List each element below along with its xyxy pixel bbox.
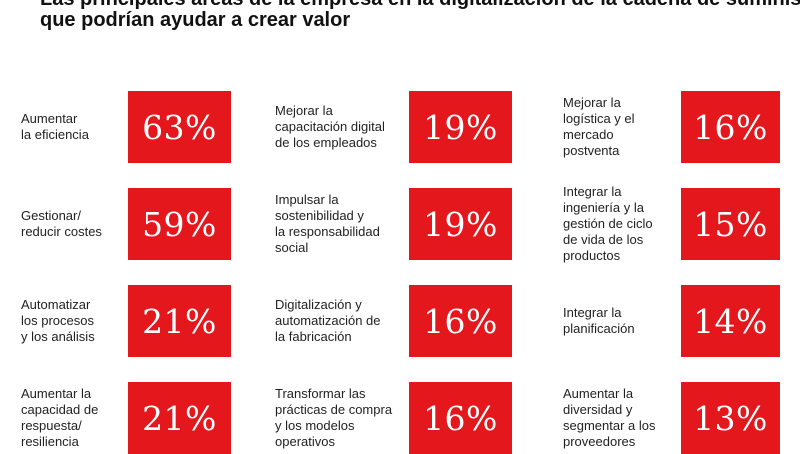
stat-label: Gestionar/ reducir costes	[21, 208, 102, 239]
stat-value-box: 15%	[681, 188, 780, 260]
stat-value-box: 19%	[409, 91, 512, 163]
stat-value-box: 59%	[128, 188, 231, 260]
stat-label: Automatizar los procesos y los análisis	[21, 297, 95, 344]
stat-label: Digitalización y automatización de la fa…	[275, 297, 381, 344]
stat-label: Aumentar la capacidad de respuesta/ resi…	[21, 386, 99, 449]
stat-label: Integrar la planificación	[563, 305, 635, 336]
stat-label: Mejorar la logística y el mercado postve…	[563, 95, 635, 158]
stat-value-box: 21%	[128, 285, 231, 357]
stat-value-box: 21%	[128, 382, 231, 454]
stat-label: Transformar las prácticas de compra y lo…	[275, 386, 393, 449]
stat-value-box: 16%	[681, 91, 780, 163]
stat-label: Impulsar la sostenibilidad y la responsa…	[275, 192, 380, 255]
stat-value-box: 16%	[409, 285, 512, 357]
stat-value-box: 14%	[681, 285, 780, 357]
stat-label: Aumentar la diversidad y segmentar a los…	[563, 386, 656, 449]
chart-title-line-2: que podrían ayudar a crear valor	[40, 9, 351, 31]
stat-label: Mejorar la capacitación digital de los e…	[275, 103, 385, 150]
stat-value-box: 63%	[128, 91, 231, 163]
stat-value-box: 19%	[409, 188, 512, 260]
stat-label: Integrar la ingeniería y la gestión de c…	[563, 184, 653, 263]
stat-value-box: 16%	[409, 382, 512, 454]
stat-value-box: 13%	[681, 382, 780, 454]
stat-label: Aumentar la eficiencia	[21, 111, 89, 142]
chart-title-line-1: Las principales áreas de la empresa en l…	[40, 0, 800, 10]
